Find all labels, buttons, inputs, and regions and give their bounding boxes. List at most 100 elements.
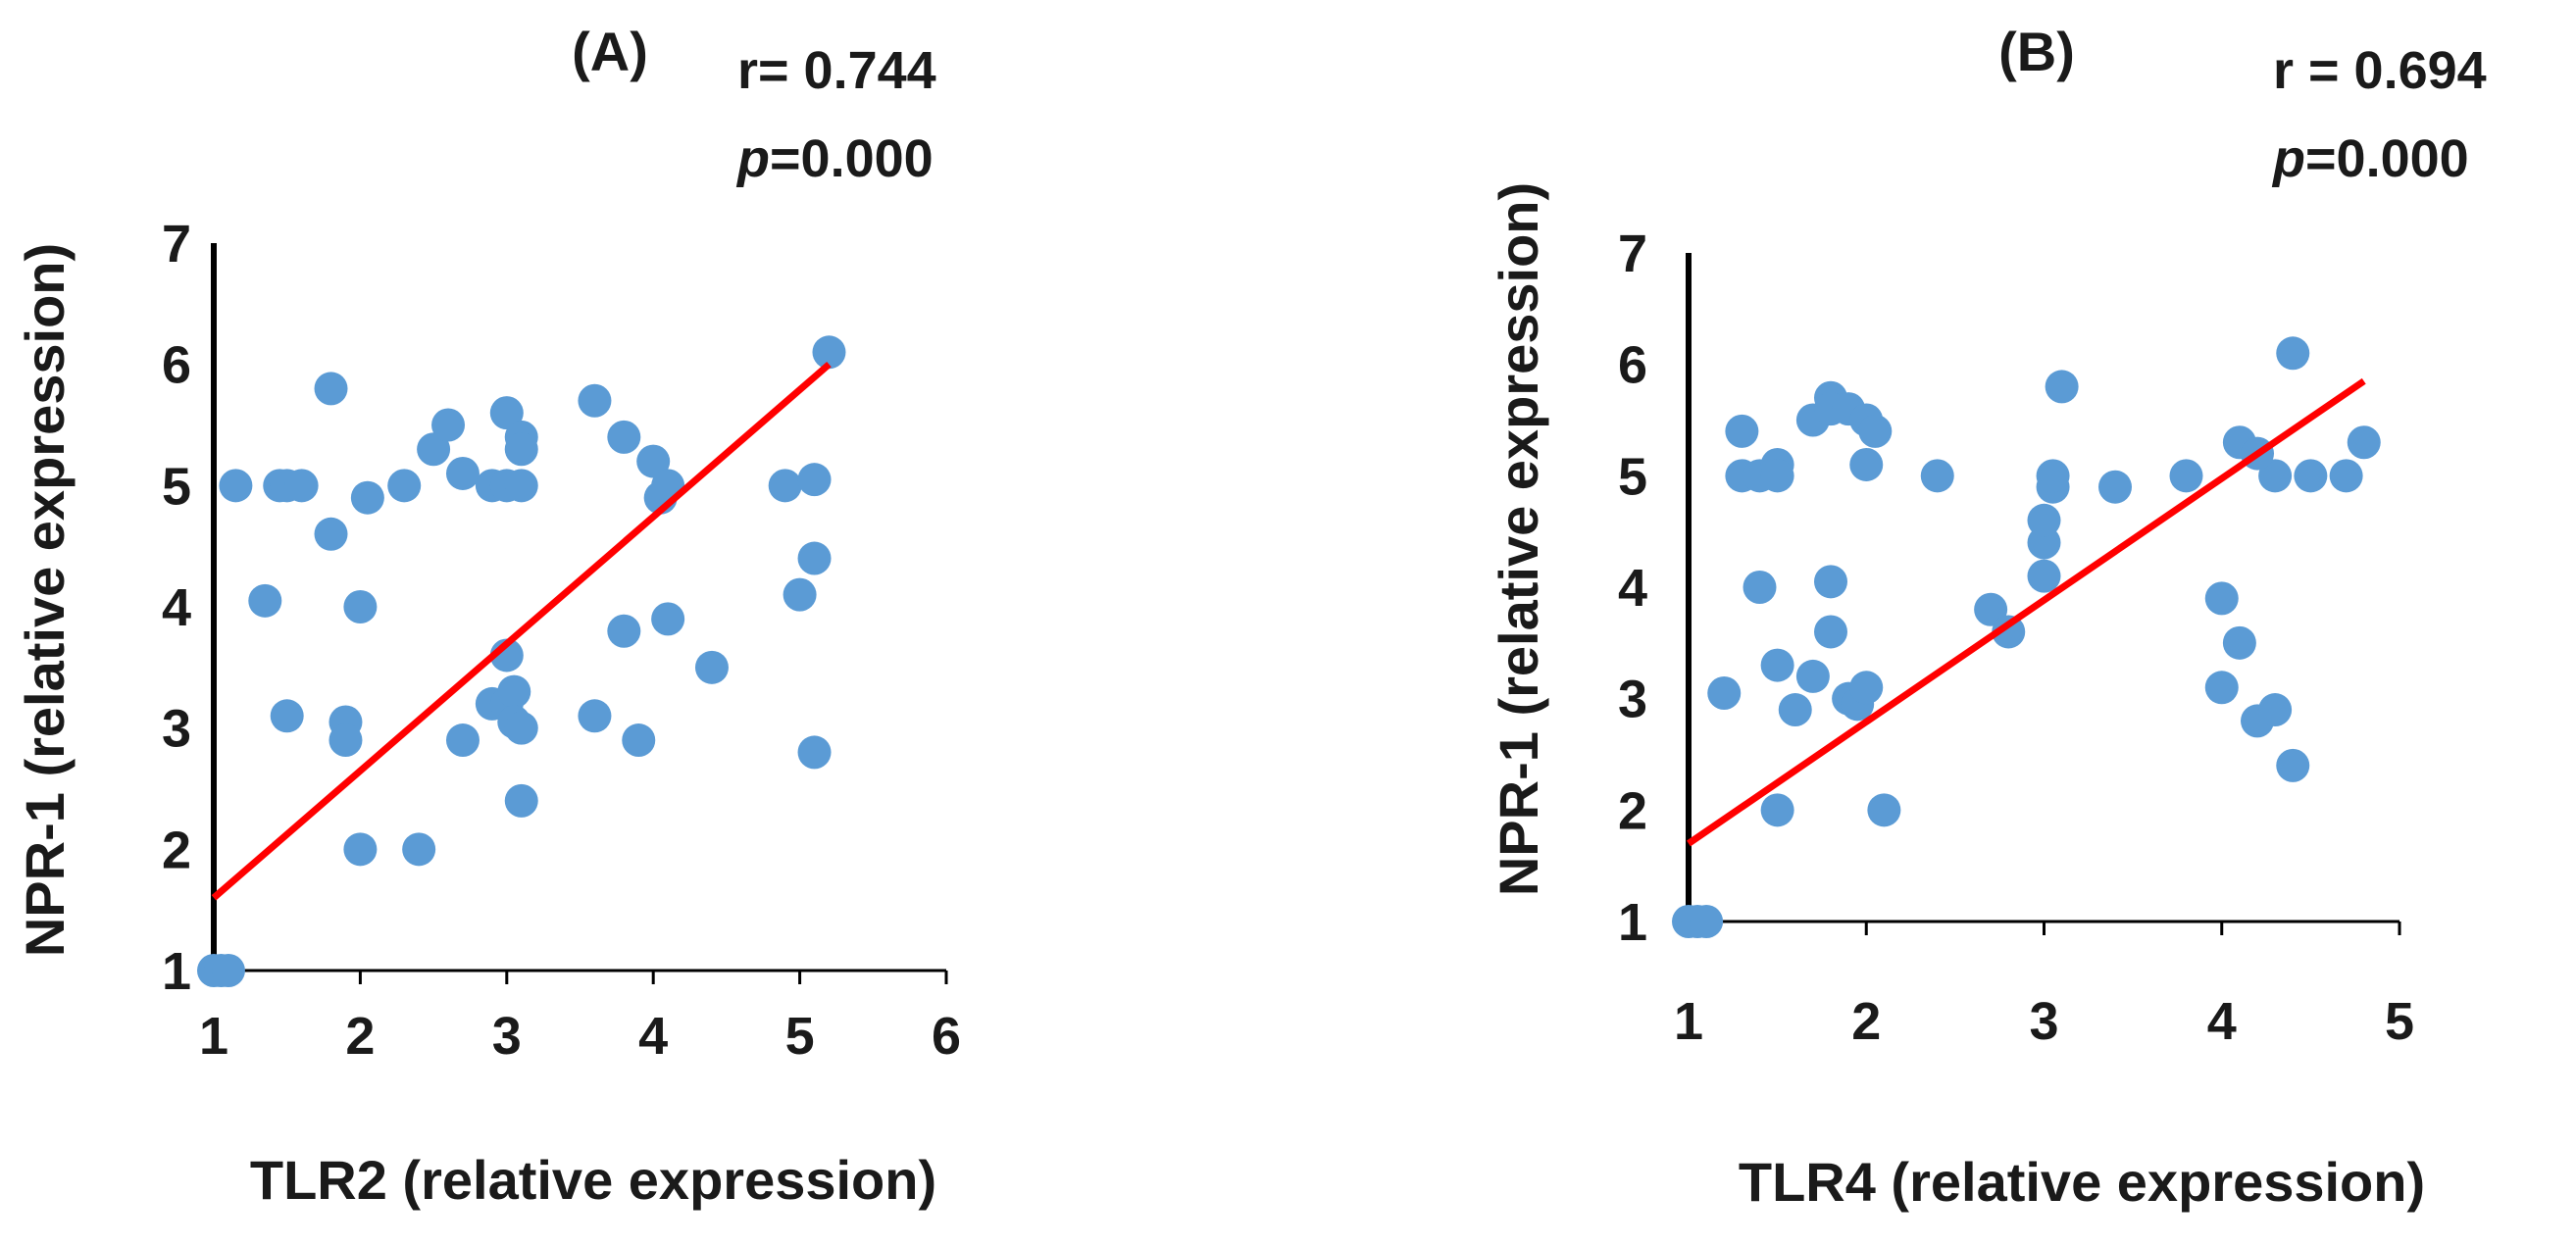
panel-a-data-point	[314, 372, 348, 406]
panel-b-data-point	[1814, 615, 1847, 649]
panel-b-data-point	[1725, 414, 1759, 448]
panel-b-y-tick-label-4: 4	[1618, 559, 1647, 618]
panel-b-data-point	[1858, 414, 1893, 448]
panel-a-x-tick-label-6: 6	[932, 1007, 961, 1066]
panel-a-p-symbol: p	[735, 129, 770, 188]
panel-b-data-point	[2204, 671, 2239, 705]
panel-b-p-symbol: p	[2271, 129, 2305, 188]
panel-a-data-point	[504, 469, 538, 503]
panel-b-data-point	[2036, 459, 2070, 493]
panel-b-data-point	[2258, 459, 2293, 493]
panel-b-data-point	[2222, 625, 2256, 660]
panel-b-data-point	[1814, 565, 1847, 599]
panel-a-data-point	[489, 396, 524, 430]
panel-b-tick-marks	[1687, 922, 2401, 935]
panel-a-data-point	[504, 783, 538, 818]
panel-b-data-point	[2098, 470, 2132, 504]
panel-a-data-point	[417, 432, 451, 467]
panel-a-data-point	[343, 832, 378, 867]
panel-a-data-point	[797, 735, 832, 770]
panel-a-data-point	[314, 517, 348, 551]
panel-a-data-point	[445, 456, 480, 490]
panel-a-data-point	[797, 463, 832, 497]
panel-b-x-tick-label-1: 1	[1674, 992, 1703, 1051]
panel-b-y-tick-label-6: 6	[1618, 336, 1647, 395]
panel-a-y-tick-label-2: 2	[162, 821, 191, 879]
panel-a-data-point	[284, 469, 319, 503]
panel-b-label: (B)	[1998, 21, 2075, 82]
panel-b-p-number: =0.000	[2305, 129, 2469, 188]
panel-a: (A) r= 0.744 p=0.000 1 2 3 4 5 6 1 2 3 4 5 6 7 TLR2…	[14, 21, 961, 1211]
panel-b-p-value: p=0.000	[2271, 129, 2469, 188]
panel-b-x-tick-labels: 1 2 3 4 5	[1674, 992, 2414, 1051]
panel-b-data-point	[2045, 370, 2079, 404]
panel-b-data-point	[1743, 571, 1777, 604]
panel-b-y-tick-labels: 1 2 3 4 5 6 7	[1618, 224, 1647, 952]
panel-a-data-point	[607, 614, 641, 648]
panel-b-data-point	[2276, 336, 2310, 371]
panel-a-y-tick-label-4: 4	[162, 578, 191, 637]
panel-a-tick-marks	[212, 971, 948, 984]
panel-a-x-tick-label-2: 2	[345, 1007, 375, 1066]
panel-b-data-point	[1760, 459, 1794, 493]
panel-a-data-point	[578, 383, 612, 418]
panel-a-data-point	[497, 674, 531, 709]
panel-b-data-point	[1760, 648, 1794, 682]
panel-a-trendline	[211, 362, 832, 901]
panel-a-data-point	[431, 408, 466, 442]
panel-b-data-point	[2294, 459, 2328, 493]
panel-b-data-point	[2276, 748, 2310, 782]
panel-b-data-point	[2027, 559, 2061, 593]
panel-b-data-point	[2329, 459, 2363, 493]
panel-a-x-tick-label-3: 3	[492, 1007, 522, 1066]
panel-a-data-point	[445, 723, 480, 758]
panel-a-data-point	[387, 469, 422, 503]
panel-b-y-axis-label: NPR-1 (relative expression)	[1488, 182, 1549, 896]
panel-a-points	[197, 335, 846, 987]
panel-b-data-point	[2258, 693, 2293, 727]
panel-b-data-point	[2169, 459, 2203, 493]
panel-b: (B) r = 0.694 p=0.000 1 2 3 4 5 1 2 3 4 5 6 7 TLR4…	[1488, 21, 2487, 1213]
panel-b-y-tick-label-1: 1	[1618, 893, 1647, 952]
panel-b-data-point	[1849, 671, 1884, 705]
panel-b-data-point	[1778, 693, 1812, 727]
panel-b-data-point	[1920, 459, 1954, 493]
panel-b-data-point	[2027, 503, 2061, 537]
panel-a-y-tick-labels: 1 2 3 4 5 6 7	[162, 215, 191, 1001]
panel-a-data-point	[343, 590, 378, 623]
panel-b-y-tick-label-5: 5	[1618, 447, 1647, 506]
panel-a-x-tick-label-4: 4	[638, 1007, 668, 1066]
panel-a-p-value: p=0.000	[735, 129, 934, 188]
panel-a-x-tick-labels: 1 2 3 4 5 6	[199, 1007, 961, 1066]
panel-a-data-point	[350, 480, 384, 515]
panel-a-y-tick-label-7: 7	[162, 215, 191, 274]
panel-a-r-value: r= 0.744	[737, 41, 936, 100]
panel-a-x-tick-label-5: 5	[785, 1007, 815, 1066]
panel-a-data-point	[797, 541, 832, 575]
panel-a-data-point	[402, 832, 436, 867]
panel-a-data-point	[607, 420, 641, 454]
panel-a-x-tick-label-1: 1	[199, 1007, 228, 1066]
panel-b-data-point	[1707, 675, 1742, 710]
panel-a-data-point	[783, 577, 817, 612]
panel-a-data-point	[328, 723, 363, 758]
panel-b-data-point	[1760, 793, 1794, 827]
panel-a-trendline-group	[211, 362, 832, 901]
panel-b-y-tick-label-7: 7	[1618, 224, 1647, 283]
panel-b-trendline-group	[1687, 377, 2366, 847]
panel-a-y-axis-label: NPR-1 (relative expression)	[14, 243, 76, 957]
panel-b-data-point	[1974, 592, 2008, 626]
panel-b-data-point	[1992, 615, 2026, 649]
panel-a-data-point	[651, 602, 685, 636]
panel-b-data-point	[1849, 447, 1884, 481]
panel-b-x-tick-label-3: 3	[2029, 992, 2058, 1051]
panel-b-r-value: r = 0.694	[2273, 41, 2487, 100]
panel-b-x-axis-label: TLR4 (relative expression)	[1739, 1151, 2425, 1213]
panel-a-data-point	[622, 723, 656, 758]
panel-a-label: (A)	[572, 21, 648, 82]
panel-a-data-point	[768, 469, 802, 503]
panel-a-y-tick-label-5: 5	[162, 457, 191, 516]
panel-a-data-point	[578, 699, 612, 733]
panel-b-y-tick-label-3: 3	[1618, 671, 1647, 729]
